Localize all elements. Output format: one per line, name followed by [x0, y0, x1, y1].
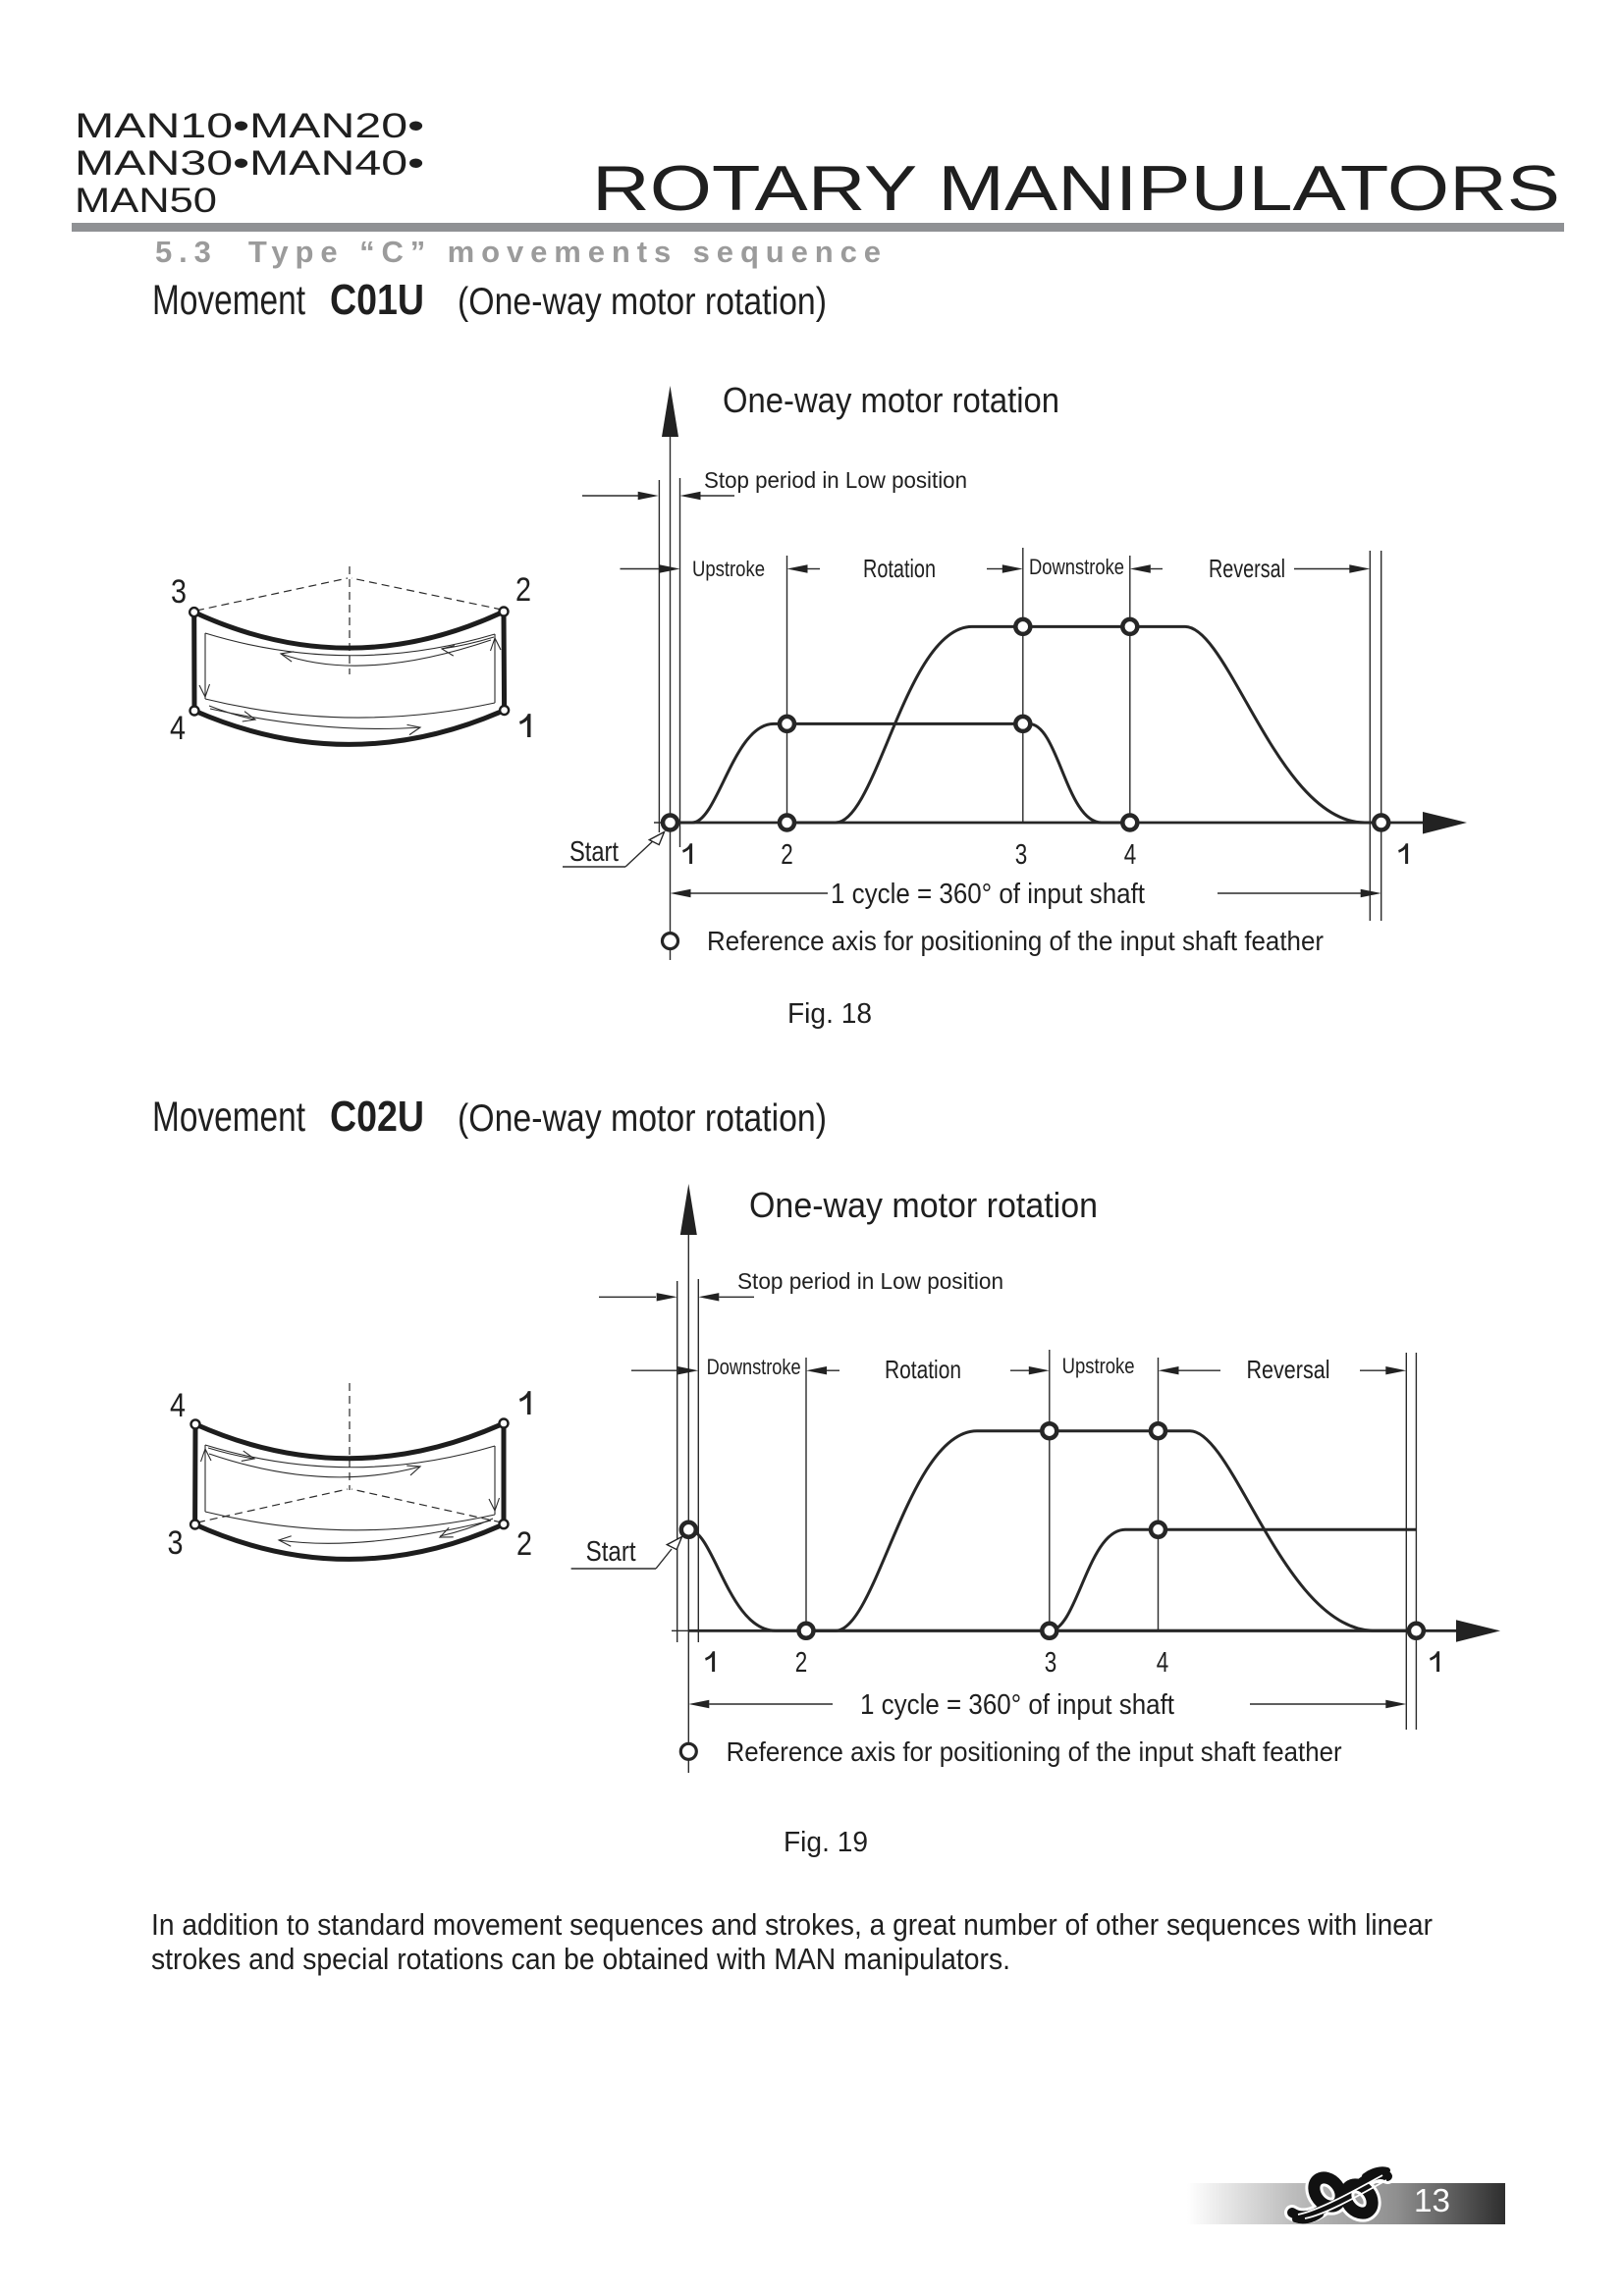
svg-text:C02U: C02U — [330, 1093, 424, 1141]
svg-text:Start: Start — [586, 1536, 636, 1568]
svg-text:Reversal: Reversal — [1247, 1355, 1330, 1384]
svg-text:Downstroke: Downstroke — [707, 1355, 801, 1379]
svg-text:Stop period in Low position: Stop period in Low position — [704, 467, 967, 493]
svg-text:Movement: Movement — [152, 1094, 305, 1141]
svg-text:Start: Start — [569, 836, 619, 868]
svg-text:(One-way motor rotation): (One-way motor rotation) — [458, 1097, 827, 1140]
svg-text:3: 3 — [168, 1524, 184, 1562]
svg-text:Fig. 18: Fig. 18 — [787, 998, 872, 1030]
svg-text:3: 3 — [1045, 1647, 1057, 1679]
svg-text:3: 3 — [1015, 839, 1028, 871]
svg-text:1 cycle = 360° of input shaft: 1 cycle = 360° of input shaft — [860, 1689, 1174, 1721]
svg-text:Reversal: Reversal — [1209, 554, 1285, 583]
svg-text:Movement: Movement — [152, 277, 305, 324]
svg-text:Upstroke: Upstroke — [692, 557, 765, 581]
svg-text:3: 3 — [171, 573, 187, 611]
svg-text:MAN30•MAN40•: MAN30•MAN40• — [75, 144, 424, 183]
svg-text:Rotation: Rotation — [863, 554, 936, 583]
svg-text:Downstroke: Downstroke — [1029, 555, 1124, 579]
svg-text:2: 2 — [516, 1525, 532, 1563]
svg-text:ROTARY MANIPULATORS: ROTARY MANIPULATORS — [592, 152, 1560, 224]
svg-text:(One-way motor rotation): (One-way motor rotation) — [458, 281, 827, 323]
svg-text:Reference axis for positioning: Reference axis for positioning of the in… — [727, 1736, 1342, 1767]
svg-text:4: 4 — [170, 1387, 186, 1424]
svg-text:4: 4 — [170, 710, 186, 747]
svg-text:1 cycle = 360° of input shaft: 1 cycle = 360° of input shaft — [831, 879, 1145, 910]
svg-text:Rotation: Rotation — [885, 1355, 961, 1384]
svg-text:In addition to standard moveme: In addition to standard movement sequenc… — [151, 1907, 1433, 1942]
svg-text:2: 2 — [515, 571, 531, 609]
svg-text:C01U: C01U — [330, 276, 424, 324]
svg-text:Reference axis for positioning: Reference axis for positioning of the in… — [707, 926, 1324, 956]
svg-text:2: 2 — [795, 1647, 808, 1679]
svg-text:13: 13 — [1414, 2182, 1450, 2218]
svg-text:2: 2 — [781, 839, 793, 871]
svg-text:MAN50: MAN50 — [75, 182, 217, 220]
svg-text:Fig. 19: Fig. 19 — [784, 1827, 868, 1858]
svg-text:Stop period in Low position: Stop period in Low position — [737, 1268, 1003, 1294]
svg-text:One-way motor rotation: One-way motor rotation — [749, 1185, 1098, 1225]
svg-text:Upstroke: Upstroke — [1062, 1354, 1135, 1378]
svg-text:5.3 Type “C” movements sequen: 5.3 Type “C” movements sequence — [155, 235, 881, 269]
svg-text:One-way motor rotation: One-way motor rotation — [723, 380, 1059, 420]
svg-text:4: 4 — [1157, 1647, 1169, 1679]
svg-text:MAN10•MAN20•: MAN10•MAN20• — [75, 107, 424, 145]
svg-text:strokes and special rotations: strokes and special rotations can be obt… — [151, 1942, 1010, 1976]
svg-text:4: 4 — [1124, 839, 1137, 871]
